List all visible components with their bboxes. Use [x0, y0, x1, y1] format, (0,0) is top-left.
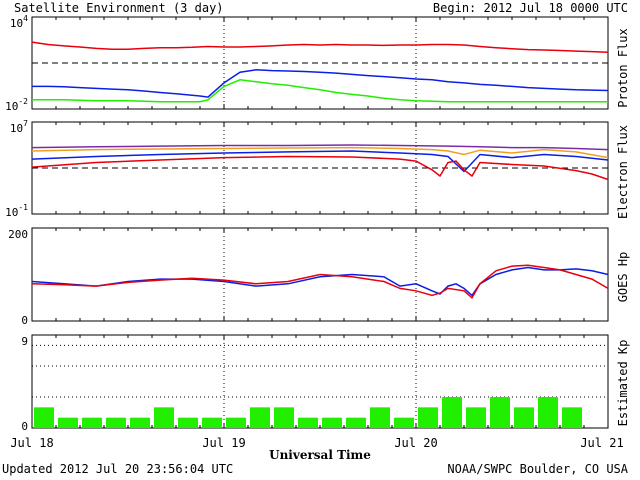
chart-title: Satellite Environment (3 day): [14, 1, 224, 15]
x-tick-jul21: Jul 21: [580, 436, 624, 450]
estimated-kp-label: Estimated Kp: [616, 339, 630, 427]
kp-bar: [82, 417, 102, 428]
kp-bar: [514, 407, 534, 428]
hp-ymin-label: 0: [21, 314, 28, 327]
x-axis-title: Universal Time: [269, 448, 371, 462]
blue-series-line: [32, 69, 609, 98]
purple-series-line: [31, 144, 609, 151]
hp-ymax-label: 200: [8, 228, 28, 241]
kp-ymax-label: 9: [21, 335, 28, 348]
green-series-line: [32, 79, 608, 103]
updated-timestamp: Updated 2012 Jul 20 23:56:04 UTC: [2, 462, 234, 476]
red-series-line: [31, 155, 609, 181]
kp-bar: [538, 397, 558, 428]
panel-frame: [31, 334, 609, 429]
x-tick-jul19: Jul 19: [202, 436, 246, 450]
kp-bar: [154, 407, 174, 428]
kp-bar: [442, 397, 462, 428]
panel-frame: [31, 121, 609, 215]
red-series-line: [31, 264, 609, 299]
proton-flux-label: Proton Flux: [616, 28, 630, 108]
kp-bar: [322, 417, 342, 428]
kp-bar: [250, 407, 270, 428]
red-series-line: [31, 41, 609, 54]
electron-flux-label: Electron Flux: [616, 125, 630, 219]
kp-bar: [202, 417, 222, 428]
kp-bar: [346, 417, 366, 428]
kp-bar: [274, 407, 294, 428]
kp-bar: [394, 417, 414, 428]
proton-ymin-label: 10-2: [5, 97, 28, 113]
kp-bar: [298, 417, 318, 428]
orange-series-line: [31, 146, 609, 159]
proton-ymax-label: 104: [9, 14, 28, 30]
kp-bar: [178, 417, 198, 428]
kp-bar: [418, 407, 438, 428]
x-tick-jul18: Jul 18: [10, 436, 54, 450]
kp-bar: [466, 407, 486, 428]
kp-bar: [490, 397, 510, 428]
kp-bar: [370, 407, 390, 428]
kp-bar: [562, 407, 582, 428]
panel-frame: [31, 16, 609, 110]
kp-bar: [130, 417, 150, 428]
blue-series-line: [31, 150, 609, 173]
kp-ymin-label: 0: [21, 420, 28, 433]
begin-time: Begin: 2012 Jul 18 0000 UTC: [432, 1, 628, 15]
source-credit: NOAA/SWPC Boulder, CO USA: [447, 462, 628, 476]
kp-bar: [226, 417, 246, 428]
kp-bar: [58, 417, 78, 428]
electron-ymax-label: 107: [9, 119, 28, 135]
electron-ymin-label: 10-1: [5, 203, 28, 219]
x-tick-jul20: Jul 20: [394, 436, 438, 450]
kp-bar: [106, 417, 126, 428]
goes-hp-label: GOES Hp: [616, 251, 630, 303]
kp-bar: [34, 407, 54, 428]
